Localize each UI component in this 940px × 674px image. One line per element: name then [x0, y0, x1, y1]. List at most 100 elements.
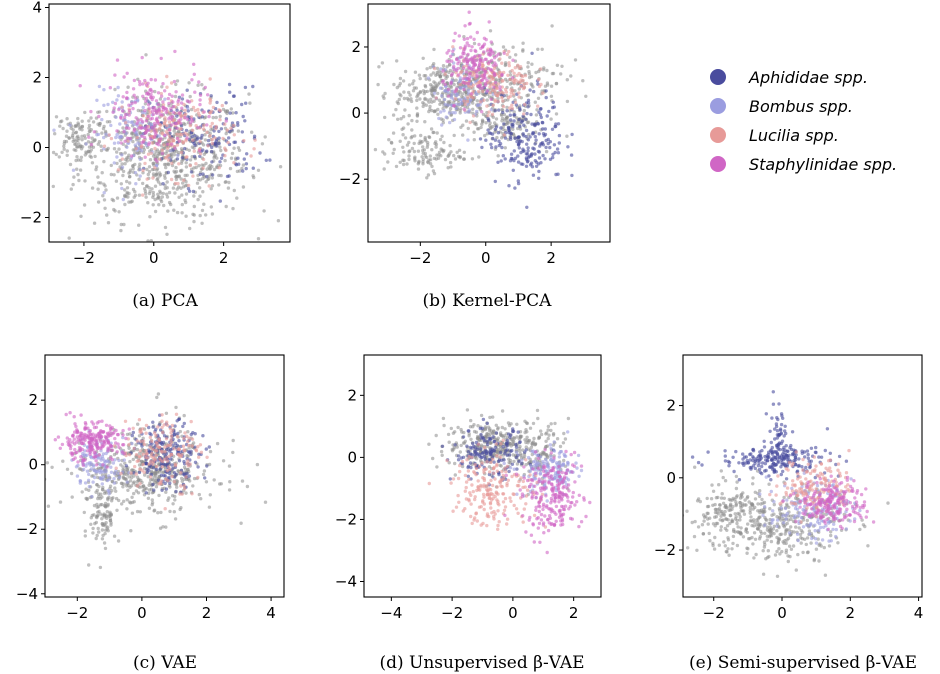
- data-point: [562, 452, 566, 456]
- data-point: [500, 72, 504, 77]
- data-point: [232, 140, 236, 144]
- data-point: [170, 94, 174, 98]
- data-point: [113, 101, 118, 106]
- data-point: [60, 150, 64, 154]
- data-point: [227, 82, 232, 87]
- data-point: [531, 421, 536, 426]
- data-point: [187, 443, 191, 448]
- data-point: [539, 115, 543, 120]
- data-point: [162, 174, 167, 178]
- data-point: [469, 85, 474, 89]
- data-point: [137, 193, 142, 197]
- data-point: [135, 484, 140, 488]
- data-point: [205, 174, 209, 179]
- data-point: [408, 149, 412, 153]
- data-point: [118, 122, 122, 126]
- data-point: [148, 117, 153, 121]
- data-point: [145, 451, 149, 456]
- data-point: [133, 464, 137, 469]
- data-point: [119, 263, 122, 266]
- data-point: [391, 113, 396, 117]
- data-point: [492, 460, 496, 464]
- data-point: [113, 87, 117, 92]
- data-point: [75, 155, 79, 159]
- data-point: [506, 125, 511, 129]
- data-point: [517, 117, 521, 122]
- data-point: [457, 148, 462, 152]
- y-tick-label: 0: [28, 456, 38, 474]
- data-point: [491, 415, 495, 419]
- data-point: [179, 169, 183, 174]
- data-point: [483, 57, 487, 61]
- data-point: [83, 529, 88, 533]
- data-point: [519, 84, 523, 89]
- data-point: [458, 82, 462, 87]
- data-point: [65, 436, 70, 440]
- data-point: [88, 452, 92, 456]
- data-point: [443, 102, 447, 107]
- data-point: [413, 159, 417, 163]
- data-point: [80, 447, 85, 452]
- data-point: [444, 76, 448, 81]
- data-point: [138, 162, 142, 166]
- data-point: [416, 149, 421, 153]
- data-point: [498, 450, 503, 455]
- data-point: [203, 138, 208, 142]
- data-point: [452, 39, 456, 43]
- data-point: [132, 480, 136, 484]
- data-point: [109, 123, 113, 128]
- data-point: [242, 157, 246, 161]
- data-point: [157, 139, 162, 144]
- data-point: [134, 489, 139, 493]
- data-point: [161, 470, 165, 474]
- data-point: [501, 99, 505, 103]
- data-point: [97, 509, 101, 514]
- data-point: [522, 123, 526, 127]
- data-point: [239, 521, 243, 525]
- data-point: [449, 426, 453, 431]
- data-point: [557, 455, 562, 459]
- data-point: [459, 66, 463, 70]
- data-point: [199, 497, 203, 501]
- data-point: [421, 145, 425, 149]
- data-point: [69, 451, 73, 455]
- data-point: [498, 85, 502, 89]
- data-point: [69, 471, 74, 476]
- data-point: [78, 84, 82, 88]
- data-point: [462, 107, 466, 111]
- data-point: [128, 136, 132, 141]
- data-point: [210, 145, 214, 150]
- data-point: [217, 166, 221, 170]
- data-point: [458, 71, 463, 75]
- data-point: [167, 120, 172, 124]
- data-point: [188, 163, 192, 168]
- data-point: [88, 446, 92, 451]
- data-point: [471, 107, 475, 112]
- data-point: [164, 411, 169, 415]
- data-point: [495, 469, 499, 473]
- data-point: [207, 445, 211, 449]
- data-point: [552, 440, 556, 444]
- data-point: [471, 441, 475, 446]
- data-point: [94, 165, 99, 169]
- data-point: [470, 59, 475, 63]
- data-point: [188, 462, 192, 466]
- data-point: [256, 237, 261, 241]
- data-point: [446, 87, 451, 92]
- data-point: [200, 133, 204, 138]
- data-point: [440, 123, 444, 127]
- data-point: [121, 95, 125, 99]
- data-point: [100, 117, 104, 122]
- data-point: [153, 121, 157, 126]
- data-point: [426, 76, 431, 80]
- data-point: [154, 109, 158, 114]
- data-point: [497, 91, 501, 96]
- data-point: [146, 152, 151, 156]
- data-point: [241, 185, 246, 189]
- data-point: [530, 443, 535, 447]
- data-point: [218, 145, 222, 149]
- data-point: [149, 77, 153, 82]
- data-point: [167, 138, 171, 142]
- data-point: [158, 126, 162, 131]
- data-point: [450, 59, 454, 63]
